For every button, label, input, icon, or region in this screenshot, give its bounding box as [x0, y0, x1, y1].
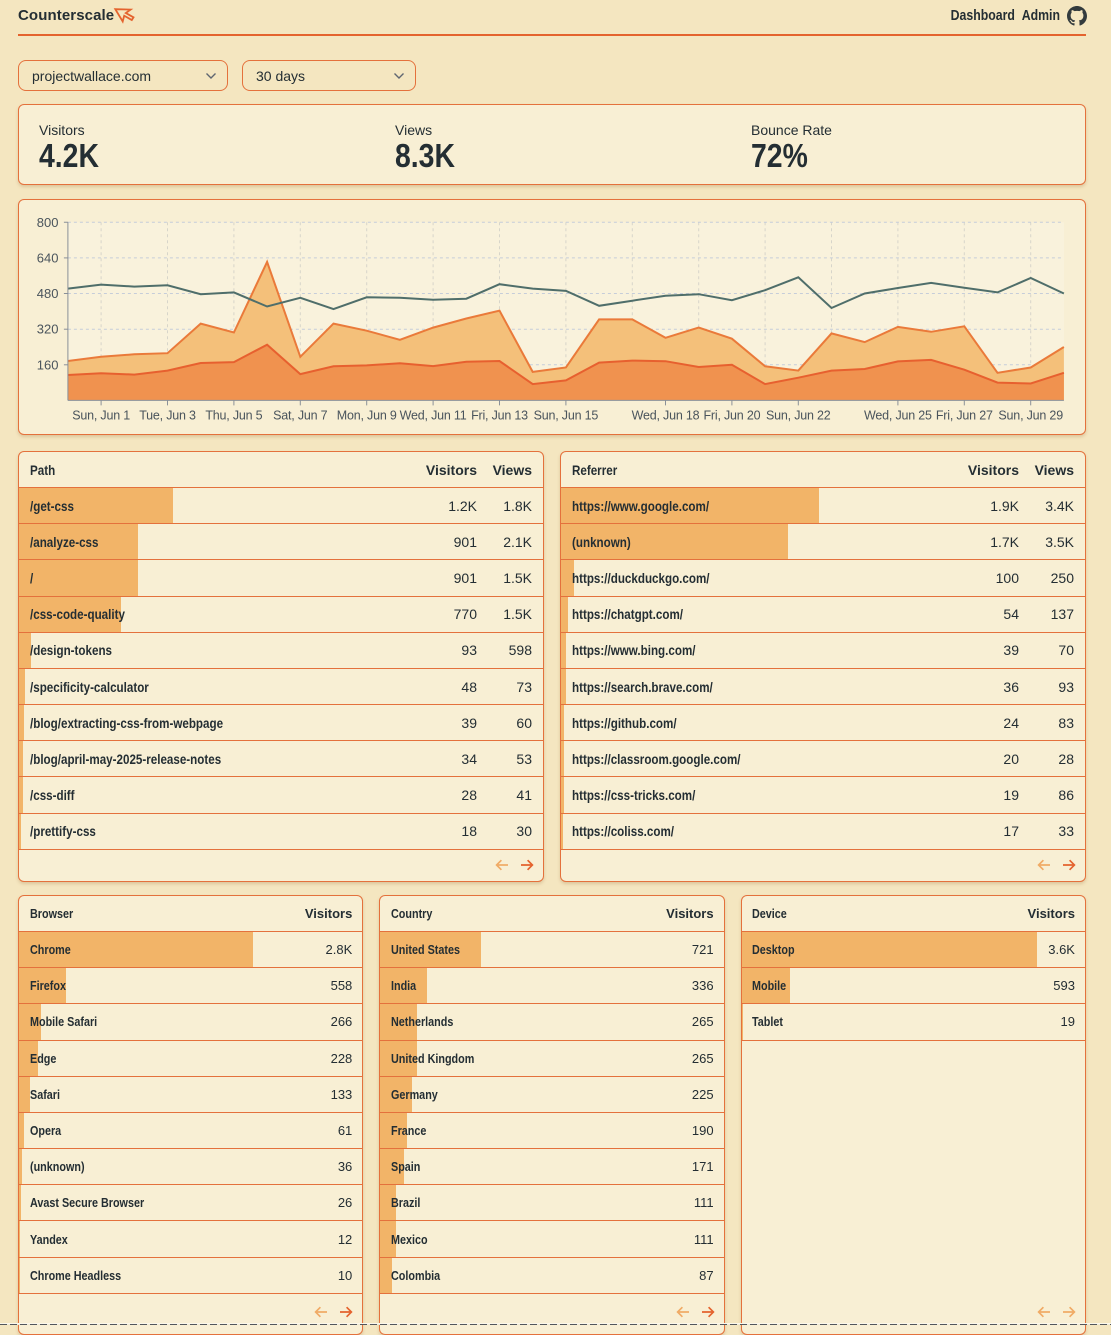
svg-text:160: 160 — [37, 358, 59, 373]
svg-text:800: 800 — [37, 215, 59, 230]
svg-text:480: 480 — [37, 286, 59, 301]
svg-text:Sun, Jun 22: Sun, Jun 22 — [766, 409, 831, 423]
svg-text:320: 320 — [37, 322, 59, 337]
svg-text:Sat, Jun 7: Sat, Jun 7 — [273, 409, 328, 423]
svg-text:Tue, Jun 3: Tue, Jun 3 — [139, 409, 196, 423]
svg-text:Fri, Jun 20: Fri, Jun 20 — [703, 409, 760, 423]
svg-text:Sun, Jun 1: Sun, Jun 1 — [72, 409, 130, 423]
svg-text:Sun, Jun 15: Sun, Jun 15 — [534, 409, 599, 423]
svg-text:Wed, Jun 25: Wed, Jun 25 — [864, 409, 932, 423]
svg-text:Wed, Jun 18: Wed, Jun 18 — [632, 409, 700, 423]
svg-text:Fri, Jun 27: Fri, Jun 27 — [936, 409, 993, 423]
svg-text:Fri, Jun 13: Fri, Jun 13 — [471, 409, 528, 423]
svg-text:Sun, Jun 29: Sun, Jun 29 — [998, 409, 1063, 423]
svg-text:640: 640 — [37, 251, 59, 266]
svg-text:Thu, Jun 5: Thu, Jun 5 — [205, 409, 262, 423]
svg-text:Mon, Jun 9: Mon, Jun 9 — [337, 409, 397, 423]
svg-text:Wed, Jun 11: Wed, Jun 11 — [400, 409, 467, 423]
